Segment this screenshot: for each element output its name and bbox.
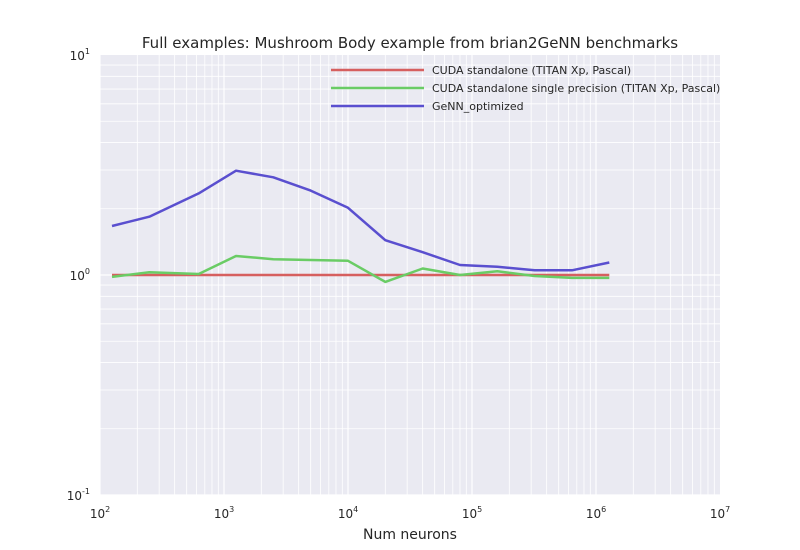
y-tick-label: 100 <box>70 267 90 283</box>
series-line <box>111 254 610 284</box>
legend-label: CUDA standalone single precision (TITAN … <box>432 82 720 95</box>
chart-title: Full examples: Mushroom Body example fro… <box>142 34 678 52</box>
x-tick-label: 104 <box>338 505 358 521</box>
series-2 <box>111 169 610 272</box>
series-line <box>111 169 610 272</box>
legend-label: GeNN_optimized <box>432 100 524 113</box>
x-tick-label: 102 <box>90 505 110 521</box>
x-axis-label: Num neurons <box>363 527 457 543</box>
x-tick-label: 107 <box>710 505 730 521</box>
series-1 <box>111 254 610 284</box>
y-tick-labels: 10-1 100 101 <box>67 47 90 503</box>
x-tick-label: 106 <box>586 505 606 521</box>
x-tick-labels: 102 103 104 105 106 107 <box>90 505 730 521</box>
legend: CUDA standalone (TITAN Xp, Pascal) CUDA s… <box>331 64 720 113</box>
series-layer <box>111 169 610 284</box>
legend-label: CUDA standalone (TITAN Xp, Pascal) <box>432 64 631 77</box>
x-tick-label: 105 <box>462 505 482 521</box>
x-tick-label: 103 <box>214 505 234 521</box>
y-tick-label: 10-1 <box>67 487 90 503</box>
y-tick-label: 101 <box>70 47 90 63</box>
